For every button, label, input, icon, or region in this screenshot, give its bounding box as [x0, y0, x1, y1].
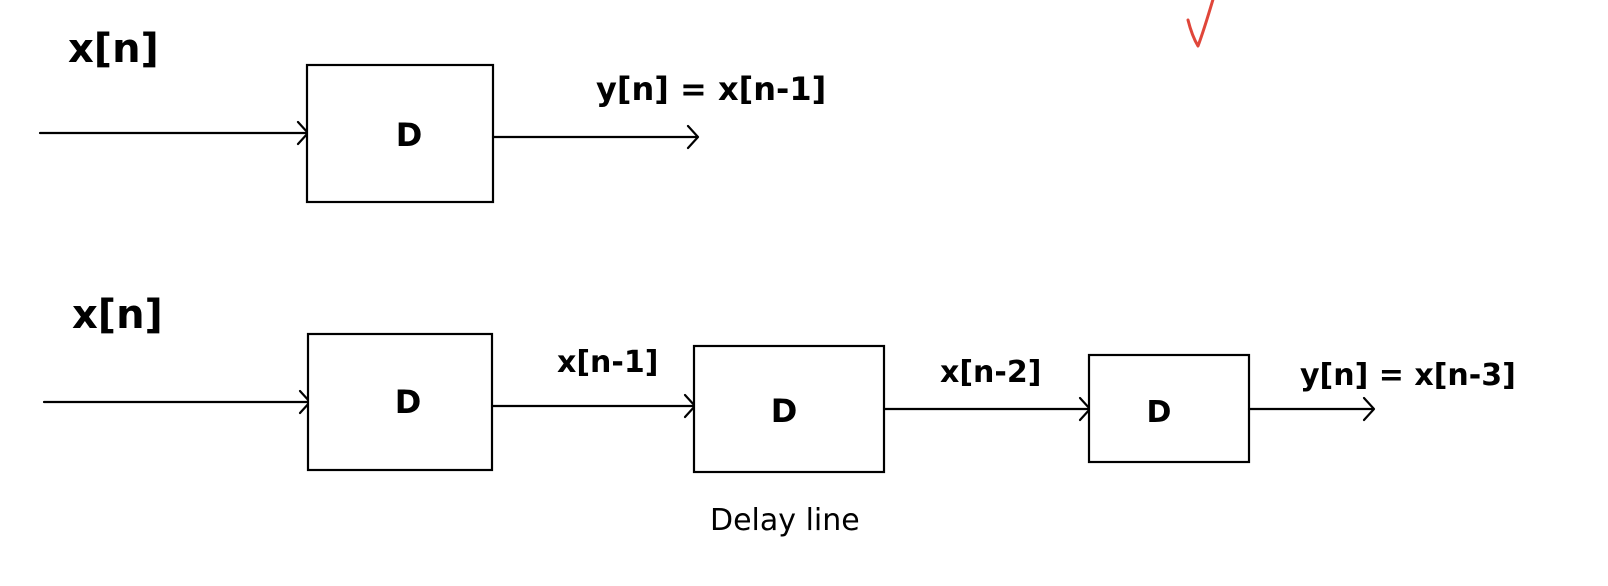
intermediate-label-2: x[n-2]	[940, 355, 1041, 390]
delay-block-b-label: D	[771, 392, 798, 430]
delay-line-diagram: x[n] D x[n-1] D x[n-2] D y[n] = x[n-3]	[42, 292, 1516, 538]
output-arrow-1	[491, 124, 700, 150]
input-arrow-2	[42, 389, 312, 415]
output-arrow-2	[1247, 396, 1376, 422]
input-label-1: x[n]	[68, 26, 159, 72]
delay-line-caption: Delay line	[710, 503, 860, 538]
delay-block-b	[692, 344, 886, 474]
input-arrow-1	[38, 120, 310, 146]
input-label-2: x[n]	[72, 292, 163, 338]
checkmark-icon	[1186, 0, 1215, 48]
delay-block-1-label: D	[396, 116, 423, 154]
delay-block-c-label: D	[1147, 395, 1172, 430]
delay-block-a	[306, 332, 494, 472]
connector-arrow-b-c	[882, 396, 1092, 422]
delay-block-1	[305, 63, 495, 204]
intermediate-label-1: x[n-1]	[557, 345, 658, 380]
delay-block-a-label: D	[395, 383, 422, 421]
output-label-2: y[n] = x[n-3]	[1300, 358, 1516, 393]
connector-arrow-a-b	[490, 393, 697, 419]
single-delay-diagram: x[n] D y[n] = x[n-1]	[38, 26, 826, 204]
output-label-1: y[n] = x[n-1]	[596, 70, 826, 108]
